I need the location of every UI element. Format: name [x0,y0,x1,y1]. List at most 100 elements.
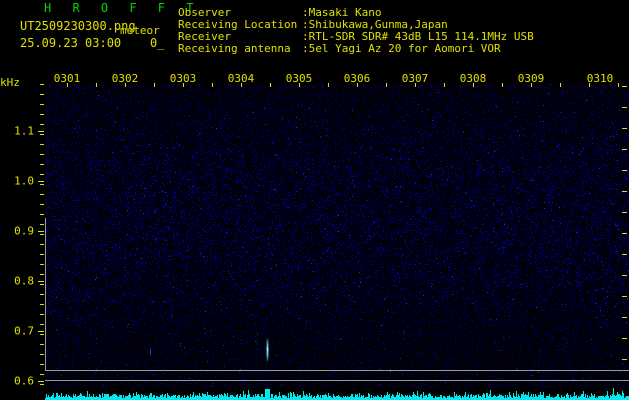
frequency-axis-minor-tick [40,384,44,385]
time-axis-tick [241,83,242,87]
right-axis-tick [622,317,627,318]
time-axis-tick [299,83,300,87]
frequency-axis-minor-tick [40,344,44,345]
right-axis-tick [622,275,627,276]
frequency-axis-minor-tick [40,204,44,205]
frequency-axis-minor-tick [40,194,44,195]
station-info-value: RTL-SDR SDR# 43dB L15 114.1MHz USB [308,30,534,43]
frequency-axis-tick [38,331,44,332]
right-axis-tick [622,86,627,87]
frequency-axis-minor-tick [40,214,44,215]
station-info-row: Observer:Masaki Kano [178,7,534,19]
frequency-axis-minor-tick [40,254,44,255]
station-info-label: Observer [178,6,231,19]
datetime-label: 25.09.23 03:00 0_ [20,36,165,50]
right-axis-tick [622,233,627,234]
station-info-separator: : [302,6,309,19]
time-axis-tick [96,83,97,87]
reference-line [45,380,629,381]
time-axis-tick [212,83,213,87]
signal-level-strip [45,388,629,400]
time-axis-tick [386,83,387,87]
frequency-axis-label: 0.9 [14,224,34,238]
frequency-axis-minor-tick [40,264,44,265]
frequency-axis-minor-tick [40,174,44,175]
time-axis-label: 0310 [586,72,614,85]
frequency-axis-tick [38,181,44,182]
time-axis-tick [502,83,503,87]
time-axis-label: 0302 [111,72,139,85]
frequency-axis-minor-tick [40,304,44,305]
station-info-value: 5el Yagi Az 20 for Aomori VOR [308,42,501,55]
reference-line [45,370,629,371]
station-info-separator: : [302,18,309,31]
frequency-axis-minor-tick [40,114,44,115]
frequency-axis-label: 1.1 [14,124,34,138]
signal-level-canvas [45,388,629,400]
frequency-axis-tick [38,281,44,282]
time-axis-tick [328,83,329,87]
frequency-axis-minor-tick [40,324,44,325]
frequency-axis-minor-tick [40,234,44,235]
frequency-axis-minor-tick [40,244,44,245]
time-axis-label: 0303 [169,72,197,85]
time-axis-label: 0306 [343,72,371,85]
frequency-axis-minor-tick [40,144,44,145]
frequency-axis-minor-tick [40,84,44,85]
frequency-axis-minor-tick [40,94,44,95]
time-axis-tick [560,83,561,87]
time-axis-tick [67,83,68,87]
frequency-axis-label: 0.8 [14,274,34,288]
right-axis-tick [622,338,627,339]
frequency-axis-minor-tick [40,104,44,105]
right-axis-tick [622,107,627,108]
right-axis-tick [622,128,627,129]
time-axis-label: 0307 [401,72,429,85]
frequency-axis-label: 1.0 [14,174,34,188]
time-axis-tick [531,83,532,87]
right-axis-tick [622,254,627,255]
filename-label: UT2509230300.png [20,19,136,33]
spectrogram-image[interactable] [45,84,629,389]
header-panel: H R O F F T UT2509230300.png meteor 25.0… [0,0,629,72]
time-axis-tick [618,83,619,87]
frequency-axis-minor-tick [40,124,44,125]
station-info-value: Masaki Kano [308,6,382,19]
frequency-axis-minor-tick [40,314,44,315]
time-axis-tick [125,83,126,87]
frequency-axis-minor-tick [40,164,44,165]
frequency-axis-tick [38,231,44,232]
frequency-axis-minor-tick [40,274,44,275]
frequency-unit-label: kHz [0,76,20,89]
time-axis-tick [357,83,358,87]
spectrogram-panel: 0301 0302 0303 0304 0305 0306 0307 0308 0309 0310… [0,72,629,400]
station-info-label: Receiving antenna [178,42,291,55]
time-axis-tick [589,83,590,87]
right-axis-tick [622,212,627,213]
mode-label: meteor [120,24,160,37]
station-info-separator: : [302,30,309,43]
frequency-axis-minor-tick [40,354,44,355]
frequency-axis-label: 0.7 [14,324,34,338]
frequency-axis-minor-tick [40,294,44,295]
right-axis-tick [622,170,627,171]
time-axis-tick [415,83,416,87]
station-info-row: Receiver:RTL-SDR SDR# 43dB L15 114.1MHz … [178,31,534,43]
frequency-axis-minor-tick [40,374,44,375]
spectrogram-canvas[interactable] [45,84,629,389]
station-info-table: Observer:Masaki Kano Receiving Location:S… [178,7,534,55]
time-axis-label: 0305 [285,72,313,85]
time-axis-tick [473,83,474,87]
time-axis-tick [154,83,155,87]
time-axis-label: 0301 [53,72,81,85]
time-axis-label: 0304 [227,72,255,85]
frequency-axis-minor-tick [40,154,44,155]
right-axis-tick [622,149,627,150]
frequency-axis-tick [38,131,44,132]
frequency-axis-minor-tick [40,184,44,185]
frequency-axis-minor-tick [40,284,44,285]
time-axis-label: 0308 [459,72,487,85]
frequency-axis: kHz 1.1 1.0 0.9 0.8 0.7 0.6 [0,72,45,400]
station-info-row: Receiving Location:Shibukawa,Gunma,Japan [178,19,534,31]
